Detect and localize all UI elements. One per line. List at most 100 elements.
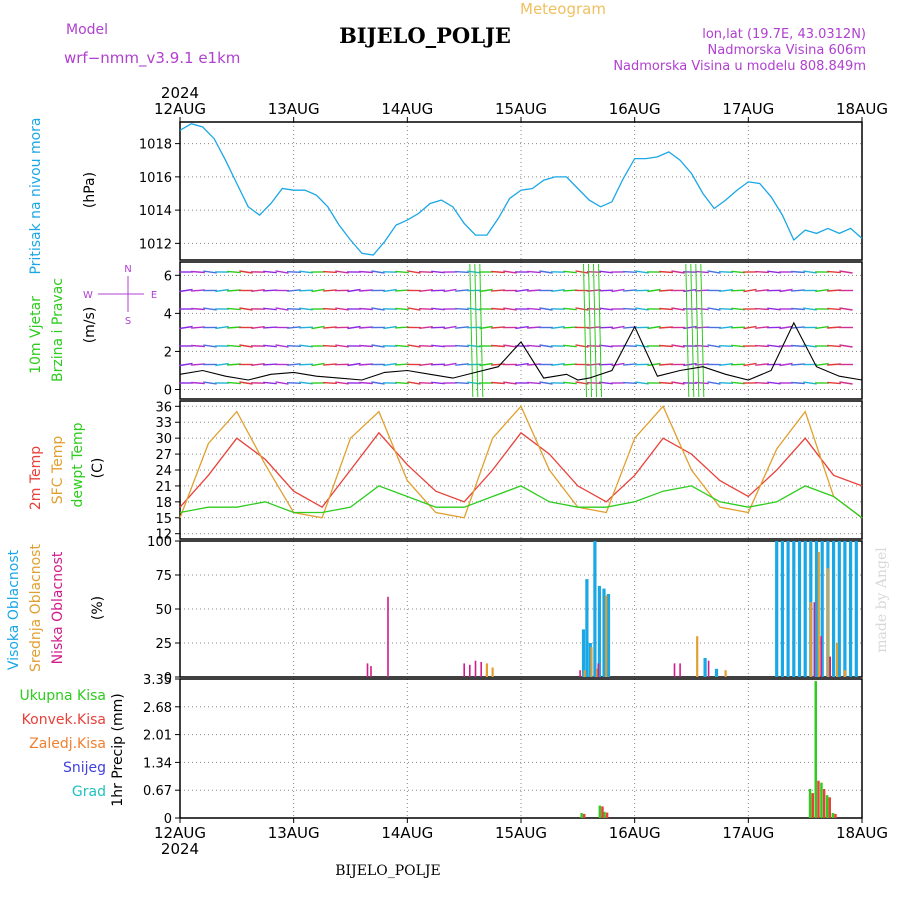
precip-legend-entry: Snijeg bbox=[63, 760, 106, 776]
wind-arrow-strong bbox=[583, 263, 587, 398]
wind-arrow-strong bbox=[479, 263, 484, 398]
conv-precip-bar bbox=[817, 780, 820, 818]
wind-arrow bbox=[563, 270, 577, 274]
y-tick-label: 25 bbox=[155, 637, 172, 652]
wind-arrow bbox=[779, 362, 793, 367]
wind-arrow bbox=[395, 344, 409, 348]
bottom-time-tick-label: 16AUG bbox=[609, 824, 661, 842]
wind-arrow bbox=[359, 381, 373, 385]
t2m-line bbox=[179, 431, 863, 509]
wind-arrow bbox=[323, 289, 337, 292]
wind-arrow bbox=[467, 270, 481, 274]
bottom-year-label: 2024 bbox=[161, 840, 199, 858]
conv-precip-bar bbox=[811, 793, 814, 818]
cloud-high-bar bbox=[820, 541, 824, 677]
conv-precip-bar bbox=[834, 813, 837, 818]
wind-arrow bbox=[359, 344, 373, 348]
wind-arrow bbox=[551, 289, 565, 292]
wind-arrow bbox=[203, 381, 217, 385]
panel-y-label: (m/s) bbox=[82, 307, 98, 344]
wind-arrow bbox=[539, 381, 553, 385]
wind-arrow bbox=[743, 362, 757, 367]
cloud-high-bar bbox=[585, 579, 589, 677]
y-tick-label: 100 bbox=[147, 535, 172, 550]
wind-arrow bbox=[815, 325, 829, 330]
wind-arrow bbox=[730, 363, 746, 366]
wind-arrow bbox=[263, 307, 277, 311]
wind-arrow bbox=[707, 344, 721, 348]
cloud-low-bar bbox=[366, 663, 369, 677]
wind-arrow bbox=[251, 289, 265, 292]
wind-arrow bbox=[430, 289, 446, 292]
wind-arrow bbox=[623, 270, 637, 274]
wind-arrow-strong bbox=[588, 263, 592, 398]
y-tick-label: 33 bbox=[155, 416, 172, 431]
wind-arrow bbox=[718, 271, 734, 273]
wind-arrow bbox=[503, 307, 517, 311]
wind-arrow bbox=[611, 288, 625, 293]
wind-arrow bbox=[455, 363, 469, 366]
wind-arrow bbox=[479, 288, 493, 293]
credit-text: made by Angel bbox=[874, 547, 890, 653]
wind-arrow bbox=[323, 344, 337, 348]
wind-panel: 0 2 4 6 N S W E bbox=[83, 261, 863, 400]
wind-arrow-strong bbox=[690, 263, 695, 398]
cloud-low-bar bbox=[679, 663, 681, 677]
y-tick-label: 1012 bbox=[139, 237, 172, 252]
wind-arrow bbox=[635, 381, 649, 385]
wind-arrow bbox=[491, 307, 505, 311]
bottom-time-tick-label: 12AUG bbox=[154, 824, 206, 842]
elevation-text: Nadmorska Visina 606m bbox=[708, 43, 867, 58]
bottom-time-tick-label: 17AUG bbox=[722, 824, 774, 842]
wind-arrow bbox=[791, 270, 805, 274]
y-tick-label: 2.68 bbox=[143, 701, 172, 716]
wind-arrow bbox=[371, 344, 385, 348]
wind-arrow bbox=[635, 344, 649, 348]
wind-arrow bbox=[707, 270, 721, 274]
wind-arrow bbox=[335, 307, 349, 311]
panel-y-label: Niska Oblacnost bbox=[50, 551, 66, 664]
wind-arrow bbox=[431, 270, 445, 274]
cloud-low-bar bbox=[474, 660, 477, 677]
cloud-low-bar bbox=[370, 666, 372, 677]
wind-arrow bbox=[551, 363, 565, 366]
y-tick-label: 24 bbox=[155, 464, 172, 479]
precip-legend-entry: Zaledj.Kisa bbox=[29, 736, 106, 752]
wind-arrow bbox=[431, 307, 445, 311]
cloud-low-bar bbox=[597, 663, 600, 677]
wind-arrow bbox=[827, 344, 841, 348]
cloud-mid-bar bbox=[817, 551, 820, 677]
top-time-tick-label: 15AUG bbox=[495, 100, 547, 118]
conv-precip-bar bbox=[601, 806, 604, 818]
wind-arrow bbox=[298, 363, 314, 366]
wind-arrow bbox=[587, 326, 601, 329]
precip-legend-entry: Grad bbox=[72, 784, 106, 800]
total-precip-bar bbox=[603, 811, 606, 818]
wind-arrow bbox=[323, 363, 337, 366]
wind-arrow bbox=[407, 307, 421, 311]
wind-arrow bbox=[611, 362, 625, 367]
y-tick-label: 0 bbox=[164, 671, 172, 686]
top-year-label: 2024 bbox=[161, 84, 199, 102]
wind-arrow bbox=[227, 363, 241, 366]
wind-arrow bbox=[359, 270, 373, 274]
wind-arrow bbox=[418, 271, 434, 273]
cloud-mid-bar bbox=[590, 647, 593, 677]
wind-arrow bbox=[467, 381, 481, 385]
wind-arrow bbox=[383, 288, 397, 293]
wind-arrow bbox=[227, 270, 241, 274]
wind-arrow bbox=[347, 362, 361, 367]
wind-arrow bbox=[755, 307, 769, 311]
y-tick-label: 21 bbox=[155, 480, 172, 495]
cloud-high-bar bbox=[602, 588, 606, 677]
wind-arrow bbox=[683, 325, 697, 330]
wind-arrow bbox=[335, 344, 349, 348]
wind-arrow bbox=[323, 270, 337, 274]
wind-arrow bbox=[730, 289, 746, 292]
wind-arrow bbox=[419, 326, 433, 329]
y-tick-label: 2 bbox=[164, 345, 172, 360]
station-title: BIJELO_POLJE bbox=[339, 23, 511, 48]
wind-arrow bbox=[827, 363, 841, 366]
panel-y-label: SFC Temp bbox=[50, 436, 66, 505]
wind-arrow bbox=[683, 362, 697, 367]
